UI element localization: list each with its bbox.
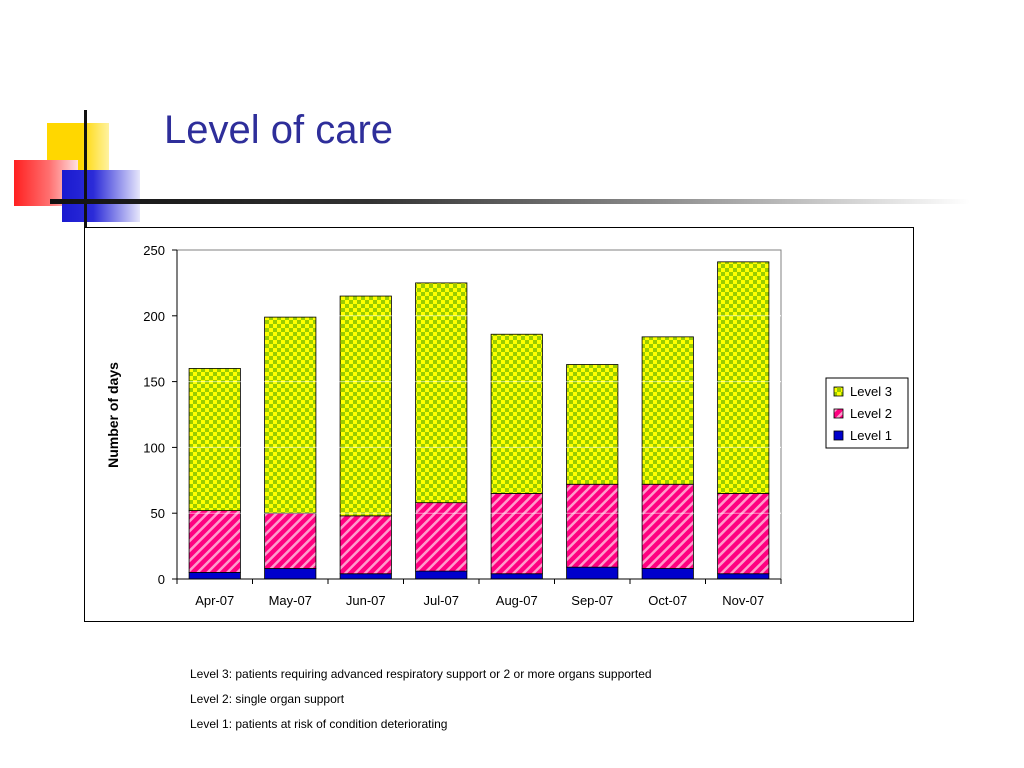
y-tick-label: 150 (143, 375, 165, 390)
x-tick-label: Aug-07 (496, 593, 538, 608)
y-tick-label: 200 (143, 309, 165, 324)
chart-frame: 0 50 100 150 200 250 Apr-07 May-07 Jun-07 Jul-07… (84, 227, 914, 622)
note-level-2: Level 2: single organ support (190, 692, 345, 706)
x-tick-labels: Apr-07 May-07 Jun-07 Jul-07 Aug-07 Sep-07 Oct-… (195, 593, 764, 608)
bar-level-3-nov-07 (717, 261, 770, 494)
y-tick-labels: 0 50 100 150 200 250 (143, 243, 165, 587)
bar-level-1-aug-07 (490, 573, 543, 580)
bar-level-2-sep-07 (566, 483, 619, 568)
legend-swatch (833, 430, 844, 441)
bar-level-1-nov-07 (717, 573, 770, 580)
x-tick-label: Nov-07 (722, 593, 764, 608)
x-tick-label: Jun-07 (346, 593, 386, 608)
legend: Level 3 Level 2 Level 1 (825, 377, 909, 449)
x-tick-label: Sep-07 (571, 593, 613, 608)
bar-level-2-nov-07 (717, 493, 770, 575)
decor-horizontal-rule (50, 199, 970, 204)
note-level-1: Level 1: patients at risk of condition d… (190, 717, 448, 731)
legend-label: Level 1 (850, 428, 892, 443)
x-tick-label: Jul-07 (424, 593, 459, 608)
legend-label: Level 2 (850, 406, 892, 421)
bar-level-1-sep-07 (566, 566, 619, 580)
bar-level-1-apr-07 (188, 572, 241, 580)
y-tick-label: 250 (143, 243, 165, 258)
decor-vertical-rule (84, 110, 87, 228)
bar-level-3-apr-07 (188, 368, 241, 511)
slide-title: Level of care (164, 108, 394, 152)
y-tick-label: 100 (143, 440, 165, 455)
bar-level-3-sep-07 (566, 364, 619, 485)
legend-swatch (833, 408, 844, 419)
bar-level-1-jul-07 (415, 570, 468, 580)
legend-label: Level 3 (850, 384, 892, 399)
bar-level-3-jul-07 (415, 282, 468, 504)
bar-level-1-may-07 (264, 568, 317, 580)
stacked-bar-chart: 0 50 100 150 200 250 Apr-07 May-07 Jun-07 Jul-07… (105, 243, 909, 608)
legend-swatch (833, 386, 844, 397)
x-tick-label: Apr-07 (195, 593, 234, 608)
bar-level-3-jun-07 (339, 295, 392, 517)
x-tick-label: Oct-07 (648, 593, 687, 608)
decor-blue-square (62, 170, 140, 222)
axes (172, 249, 782, 584)
bar-level-3-aug-07 (490, 333, 543, 494)
y-tick-label: 50 (151, 506, 165, 521)
bar-level-3-oct-07 (641, 336, 694, 485)
x-tick-label: May-07 (269, 593, 312, 608)
bar-level-1-oct-07 (641, 568, 694, 580)
level-definitions: Level 3: patients requiring advanced res… (190, 662, 652, 737)
bar-level-2-jun-07 (339, 515, 392, 575)
note-level-3: Level 3: patients requiring advanced res… (190, 667, 652, 681)
bar-level-2-jul-07 (415, 502, 468, 572)
bar-level-2-oct-07 (641, 483, 694, 569)
bar-level-2-apr-07 (188, 510, 241, 573)
y-axis-label: Number of days (105, 362, 121, 468)
bar-level-1-jun-07 (339, 573, 392, 580)
bars (177, 261, 781, 580)
bar-level-3-may-07 (264, 316, 317, 514)
bar-level-2-may-07 (264, 512, 317, 569)
bar-level-2-aug-07 (490, 493, 543, 575)
y-tick-label: 0 (158, 572, 165, 587)
